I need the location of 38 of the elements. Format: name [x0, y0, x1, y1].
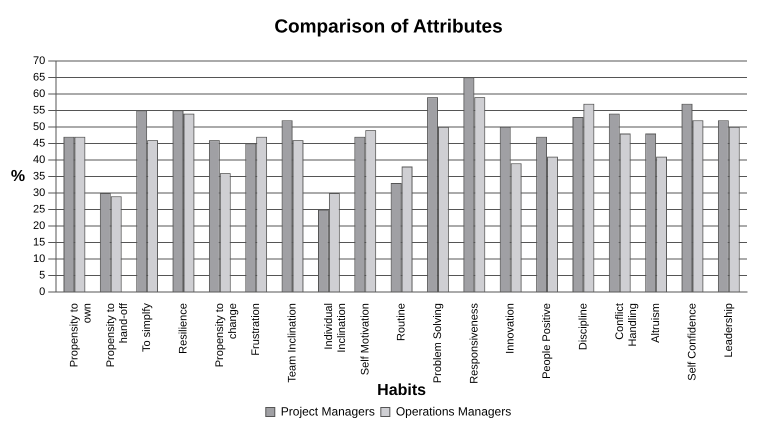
x-tick-label: Frustration: [250, 303, 262, 356]
y-axis-title: %: [10, 168, 26, 185]
x-tick-label: People Positive: [541, 303, 554, 379]
x-axis-title: Habits: [377, 382, 426, 399]
y-tick-label: 45: [32, 137, 46, 150]
x-tick-label: Conflict Handling: [614, 303, 639, 347]
y-tick-label: 25: [32, 204, 46, 216]
x-tick-label: Team Inclination: [286, 303, 299, 383]
y-tick-label: 70: [32, 54, 46, 67]
legend-label: Project Managers: [280, 404, 375, 418]
chart-title: Comparison of Attributes: [274, 16, 503, 38]
y-tick-label: 10: [32, 253, 46, 266]
x-tick-label: Propensity to own: [68, 303, 94, 368]
x-tick-label: Individual Inclination: [322, 303, 348, 353]
y-tick-label: 65: [32, 71, 46, 84]
x-tick-label: Self Confidence: [686, 303, 698, 381]
x-tick-label: To simplfy: [141, 302, 154, 352]
y-tick-label: 40: [32, 154, 46, 166]
y-tick-label: 30: [32, 186, 46, 199]
x-tick-label: Altruism: [650, 303, 662, 343]
legend-label: Operations Managers: [396, 404, 512, 418]
x-tick-label: Resilience: [178, 303, 190, 354]
y-tick-label: 0: [39, 286, 46, 298]
x-tick-label: Problem Solving: [432, 303, 444, 384]
y-tick-label: 35: [32, 170, 46, 182]
y-tick-label: 15: [32, 236, 46, 249]
y-tick-label: 5: [39, 270, 46, 282]
y-tick-label: 55: [32, 104, 46, 116]
x-tick-label: Propensity to change: [214, 303, 240, 368]
x-tick-label: Discipline: [577, 303, 590, 350]
x-tick-label: Responsiveness: [468, 302, 480, 384]
y-tick-label: 20: [32, 220, 46, 232]
x-tick-label: Innovation: [504, 303, 517, 354]
y-tick-label: 60: [32, 88, 46, 100]
x-tick-label: Routine: [396, 303, 408, 342]
y-tick-label: 50: [32, 120, 46, 133]
x-tick-label: Leadership: [722, 303, 735, 358]
x-tick-label: Self Motivation: [359, 303, 372, 376]
